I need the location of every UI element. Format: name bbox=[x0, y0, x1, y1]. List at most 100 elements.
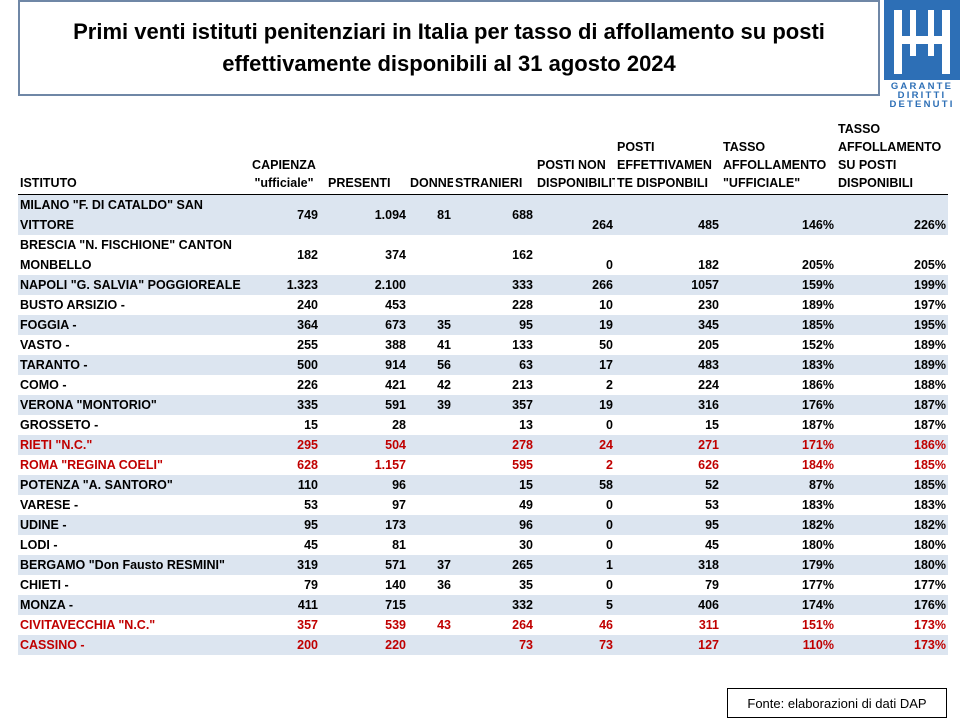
cell-presenti: 28 bbox=[392, 417, 406, 432]
cell-tasso-disp: 187% bbox=[914, 397, 946, 412]
table-row: ROMA "REGINA COELI" 628 1.157 595 2 626 184% 18… bbox=[18, 455, 948, 475]
cell-capienza: 45 bbox=[304, 537, 318, 552]
cell-donne: 37 bbox=[437, 557, 451, 572]
cell-donne bbox=[408, 635, 453, 655]
header-capienza: CAPIENZA "ufficiale" bbox=[252, 157, 316, 190]
logo-text-3: DETENUTI bbox=[889, 99, 955, 110]
header-stranieri: STRANIERI bbox=[455, 175, 523, 190]
cell-posti-eff: 127 bbox=[698, 637, 719, 652]
cell-tasso-uff: 176% bbox=[802, 397, 834, 412]
cell-istituto: GROSSETO - bbox=[20, 417, 99, 432]
cell-presenti: 1.094 bbox=[374, 207, 406, 222]
cell-presenti: 591 bbox=[385, 397, 406, 412]
header-presenti: PRESENTI bbox=[328, 175, 391, 190]
cell-posti-non: 19 bbox=[599, 397, 613, 412]
cell-capienza: 319 bbox=[297, 557, 318, 572]
cell-donne: 35 bbox=[437, 317, 451, 332]
prisons-table: ISTITUTO CAPIENZA "ufficiale" PRESENTI D… bbox=[18, 112, 948, 655]
cell-capienza: 182 bbox=[297, 247, 318, 262]
cell-capienza: 79 bbox=[304, 577, 318, 592]
cell-stranieri: 357 bbox=[512, 397, 533, 412]
cell-stranieri: 213 bbox=[512, 377, 533, 392]
cell-istituto: BUSTO ARSIZIO - bbox=[20, 297, 125, 312]
cell-posti-eff: 15 bbox=[705, 417, 719, 432]
cell-stranieri: 15 bbox=[519, 477, 533, 492]
table-row: BUSTO ARSIZIO - 240 453 228 10 230 189% 197% bbox=[18, 295, 948, 315]
cell-istituto: LODI - bbox=[20, 537, 58, 552]
cell-donne bbox=[408, 275, 453, 295]
table-row: LODI - 45 81 30 0 45 180% 180% bbox=[18, 535, 948, 555]
cell-stranieri: 264 bbox=[512, 617, 533, 632]
cell-istituto: TARANTO - bbox=[20, 357, 88, 372]
cell-tasso-uff: 159% bbox=[802, 277, 834, 292]
header-posti-non: POSTI NON DISPONIBILITE bbox=[537, 157, 615, 190]
cell-istituto: VARESE - bbox=[20, 497, 79, 512]
cell-tasso-uff: 205% bbox=[802, 257, 834, 272]
table-row: POTENZA "A. SANTORO" 110 96 15 58 52 87% 185% bbox=[18, 474, 948, 495]
cell-istituto: BRESCIA "N. FISCHIONE" CANTON MONBELLO bbox=[20, 237, 232, 272]
cell-posti-eff: 182 bbox=[698, 257, 719, 272]
cell-tasso-uff: 146% bbox=[802, 217, 834, 232]
cell-presenti: 2.100 bbox=[374, 277, 406, 292]
cell-posti-non: 2 bbox=[606, 377, 613, 392]
cell-capienza: 53 bbox=[304, 497, 318, 512]
cell-donne: 43 bbox=[437, 617, 451, 632]
cell-capienza: 15 bbox=[304, 417, 318, 432]
cell-stranieri: 278 bbox=[512, 437, 533, 452]
cell-donne: 41 bbox=[437, 337, 451, 352]
cell-tasso-uff: 183% bbox=[802, 497, 834, 512]
cell-posti-eff: 45 bbox=[705, 537, 719, 552]
table-row: COMO - 226 421 42 213 2 224 186% 188% bbox=[18, 375, 948, 395]
cell-donne bbox=[408, 235, 453, 275]
cell-stranieri: 265 bbox=[512, 557, 533, 572]
cell-istituto: VERONA "MONTORIO" bbox=[20, 397, 157, 412]
logo-text-1: GARANTE bbox=[890, 81, 954, 92]
cell-tasso-uff: 189% bbox=[802, 297, 834, 312]
cell-tasso-disp: 180% bbox=[914, 557, 946, 572]
cell-presenti: 504 bbox=[385, 437, 406, 452]
cell-istituto: CIVITAVECCHIA "N.C." bbox=[20, 617, 156, 632]
cell-tasso-uff: 179% bbox=[802, 557, 834, 572]
cell-posti-non: 0 bbox=[606, 577, 613, 592]
cell-presenti: 140 bbox=[385, 577, 406, 592]
cell-tasso-disp: 195% bbox=[914, 317, 946, 332]
cell-posti-non: 0 bbox=[606, 537, 613, 552]
cell-istituto: RIETI "N.C." bbox=[20, 437, 93, 452]
cell-posti-eff: 271 bbox=[698, 437, 719, 452]
cell-posti-eff: 79 bbox=[705, 577, 719, 592]
cell-stranieri: 688 bbox=[512, 207, 533, 222]
cell-donne: 36 bbox=[437, 577, 451, 592]
cell-capienza: 357 bbox=[297, 617, 318, 632]
logo-mark-icon bbox=[884, 0, 960, 80]
garante-logo: GARANTE DIRITTI DETENUTI bbox=[884, 0, 960, 110]
cell-donne bbox=[408, 435, 453, 455]
cell-presenti: 374 bbox=[385, 247, 406, 262]
table-row: VERONA "MONTORIO" 335 591 39 357 19 316 176% 187… bbox=[18, 394, 948, 415]
cell-istituto: NAPOLI "G. SALVIA" POGGIOREALE bbox=[20, 277, 241, 292]
cell-posti-non: 50 bbox=[599, 337, 613, 352]
cell-stranieri: 35 bbox=[519, 577, 533, 592]
cell-posti-non: 46 bbox=[599, 617, 613, 632]
cell-tasso-uff: 151% bbox=[802, 617, 834, 632]
cell-stranieri: 332 bbox=[512, 597, 533, 612]
cell-stranieri: 63 bbox=[519, 357, 533, 372]
cell-posti-eff: 316 bbox=[698, 397, 719, 412]
cell-tasso-uff: 186% bbox=[802, 377, 834, 392]
cell-donne bbox=[408, 475, 453, 495]
cell-stranieri: 49 bbox=[519, 497, 533, 512]
cell-donne bbox=[408, 495, 453, 515]
cell-tasso-disp: 180% bbox=[914, 537, 946, 552]
cell-capienza: 335 bbox=[297, 397, 318, 412]
title-box: Primi venti istituti penitenziari in Ita… bbox=[18, 0, 880, 96]
cell-tasso-disp: 185% bbox=[914, 477, 946, 492]
cell-posti-eff: 311 bbox=[698, 617, 719, 632]
table-row: MILANO "F. DI CATALDO" SAN VITTORE 749 1.0… bbox=[18, 194, 948, 235]
cell-istituto: COMO - bbox=[20, 377, 67, 392]
cell-posti-eff: 230 bbox=[698, 297, 719, 312]
cell-tasso-disp: 183% bbox=[914, 497, 946, 512]
cell-istituto: VASTO - bbox=[20, 337, 70, 352]
table-row: BRESCIA "N. FISCHIONE" CANTON MONBELLO 18… bbox=[18, 235, 948, 275]
cell-capienza: 628 bbox=[297, 457, 318, 472]
table-row: BERGAMO "Don Fausto RESMINI" 319 571 37 265 1… bbox=[18, 554, 948, 575]
cell-tasso-disp: 226% bbox=[914, 217, 946, 232]
